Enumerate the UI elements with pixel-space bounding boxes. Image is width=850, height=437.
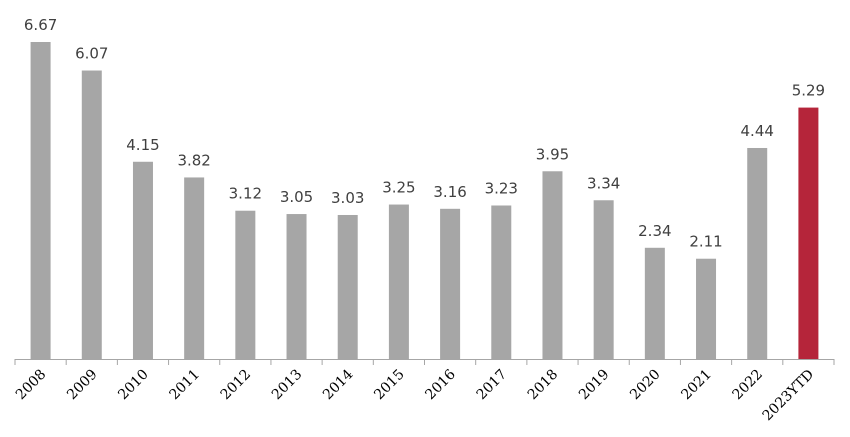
x-tick-labels-group: 2008 2009 2010 2011 2012 2013 2014 2015 2016 2017… [13,366,817,424]
value-label-2016: 3.16 [433,183,466,201]
value-label-2012: 3.12 [229,185,262,203]
bar-2016 [440,208,461,359]
x-tick-label-2019: 2019 [576,367,613,404]
value-label-2009: 6.07 [75,45,108,63]
bar-2017 [491,205,512,359]
bars-group [30,42,819,359]
x-tick-label-2013: 2013 [269,367,306,404]
x-tick-label-2018: 2018 [525,367,562,404]
bar-2011 [184,177,205,359]
x-tick-label-2023ytd: 2023YTD [760,367,818,425]
x-tick-label-2022: 2022 [730,367,767,404]
value-label-2022: 4.44 [741,122,774,140]
value-label-2014: 3.03 [331,189,364,207]
x-ticks-group [14,359,835,365]
value-label-2015: 3.25 [382,179,415,197]
x-tick-label-2012: 2012 [218,367,255,404]
bar-2013 [286,214,307,359]
bar-2008 [30,42,51,359]
bar-2021 [696,258,717,359]
x-tick-label-2017: 2017 [474,367,511,404]
value-label-2013: 3.05 [280,188,313,206]
x-tick-label-2011: 2011 [166,367,203,404]
value-label-2017: 3.23 [485,179,518,197]
x-tick-label-2020: 2020 [627,367,664,404]
bar-2023ytd [798,107,819,359]
bar-2018 [542,171,563,359]
bar-2014 [337,214,358,359]
bar-2019 [593,200,614,359]
bar-2012 [235,210,256,359]
x-tick-label-2010: 2010 [115,367,152,404]
x-tick-label-2014: 2014 [320,366,357,403]
value-labels-group: 6.67 6.07 4.15 3.82 3.12 3.05 3.03 3.25 3.16 3.23… [24,16,825,251]
x-tick-label-2009: 2009 [64,367,101,404]
value-label-2020: 2.34 [638,222,671,240]
bar-2020 [644,247,665,359]
value-label-2021: 2.11 [689,233,722,251]
bar-2015 [388,204,409,359]
bar-2022 [747,147,768,359]
value-label-2018: 3.95 [536,145,569,163]
x-tick-label-2021: 2021 [678,367,715,404]
value-label-2011: 3.82 [177,151,210,169]
value-label-2023ytd: 5.29 [792,82,825,100]
value-label-2010: 4.15 [126,136,159,154]
x-tick-label-2008: 2008 [13,367,50,404]
x-tick-label-2016: 2016 [422,366,459,403]
value-label-2008: 6.67 [24,16,57,34]
bar-2009 [81,70,102,359]
bar-2010 [132,161,153,359]
x-tick-label-2015: 2015 [371,367,408,404]
value-label-2019: 3.34 [587,174,620,192]
